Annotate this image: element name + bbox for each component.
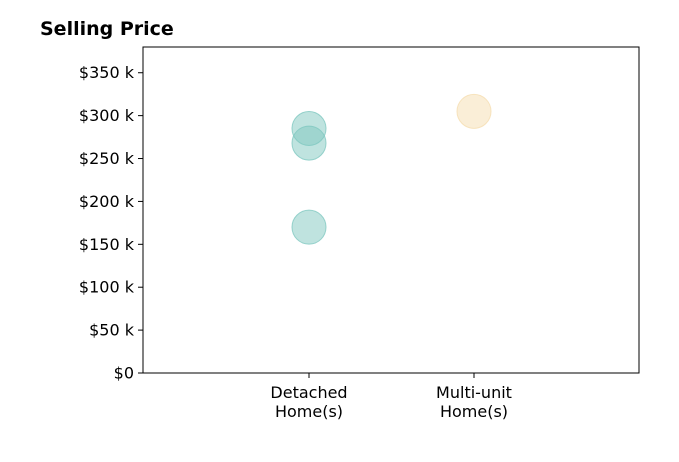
x-tick-label: Detached Home(s) bbox=[270, 383, 347, 421]
data-points bbox=[291, 93, 492, 245]
y-tick-label: $0 bbox=[114, 364, 134, 383]
plot-frame bbox=[142, 46, 640, 374]
data-point-1 bbox=[291, 209, 327, 245]
y-tick-label: $200 k bbox=[79, 192, 135, 211]
y-tick-label: $100 k bbox=[79, 278, 135, 297]
x-axis: Detached Home(s) Multi-unit Home(s) bbox=[270, 373, 512, 421]
x-tick-label: Multi-unit Home(s) bbox=[436, 383, 512, 421]
data-point-4 bbox=[456, 93, 492, 129]
y-axis: $0 $50 k $100 k $150 k $200 k $250 k $300 k $35… bbox=[79, 63, 143, 383]
y-tick-label: $350 k bbox=[79, 63, 135, 82]
y-tick-label: $150 k bbox=[79, 235, 135, 254]
y-tick-label: $300 k bbox=[79, 106, 135, 125]
data-point-3 bbox=[291, 111, 327, 146]
y-tick-label: $250 k bbox=[79, 149, 135, 168]
y-tick-label: $50 k bbox=[89, 321, 135, 340]
chart-title: Selling Price bbox=[40, 18, 174, 40]
